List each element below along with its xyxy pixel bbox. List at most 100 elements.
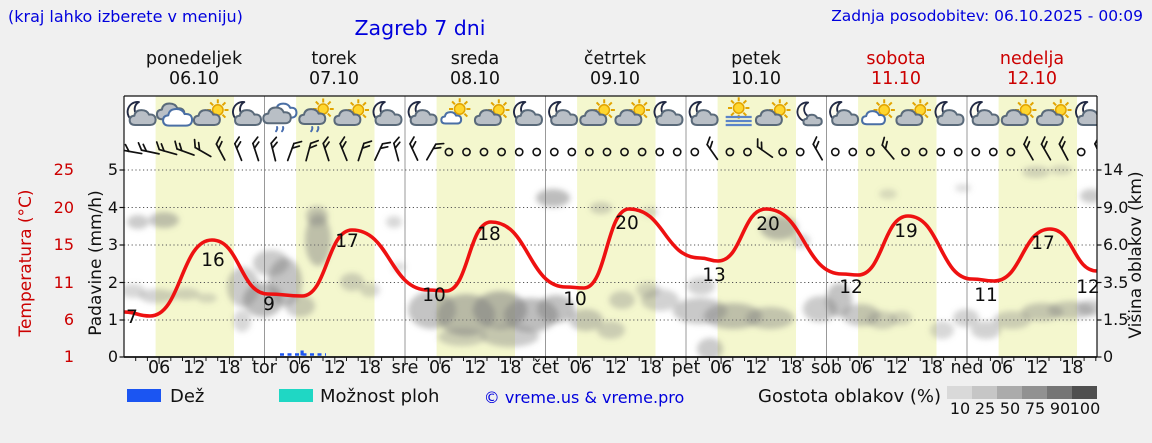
wind-calm-icon [532,147,542,157]
weather-icon-sun-cloud [473,99,510,126]
weather-icon-moon-cloud [969,101,1000,126]
showers-legend-label: Možnost ploh [320,386,440,407]
wind-barb-icon [233,136,243,162]
x-axis-label: 12 [885,358,908,378]
showers-legend-swatch [279,389,313,402]
wind-calm-icon [672,147,682,157]
weather-icon-moon-cloud [232,101,262,126]
wind-barb-icon [374,141,392,162]
cloud-tick: 1.5 [1103,310,1129,329]
day-date: 07.10 [308,68,360,89]
cloud-density-scale-value: 90 [1049,399,1071,418]
wind-calm-icon [620,147,629,157]
day-name: nedelja [999,49,1065,69]
temperature-value-label: 7 [126,307,138,328]
temperature-value-label: 20 [615,213,639,234]
weather-icon-sun-cloud [754,99,791,126]
day-name: petek [731,49,781,69]
day-header-fri: petek 10.10 [686,49,826,89]
copyright-link[interactable]: © vreme.us & vreme.pro [483,388,685,407]
day-date: 12.10 [1006,68,1058,89]
x-axis-label: 12 [745,358,768,378]
x-axis-label: 18 [780,358,803,378]
wind-calm-icon [637,147,647,157]
day-header-sun: nedelja 12.10 [962,49,1102,89]
wind-calm-icon [1076,147,1086,157]
cloud-tick: 3.5 [1103,272,1129,292]
wind-barb-icon [137,141,160,155]
weather-icon-sun-cloud [895,99,931,126]
wind-calm-icon [690,147,700,157]
x-axis-label: 12 [323,358,346,378]
day-date: 10.10 [730,68,782,89]
wind-calm-icon [830,147,840,157]
wind-barb-icon [425,142,445,161]
temp-tick: 25 [53,160,74,179]
wind-calm-icon [988,147,998,157]
weather-icon-sun-cloud [1000,99,1037,126]
cloud-density-scale-value: 25 [974,399,996,418]
weather-icon-moon-cloud [548,101,579,126]
precip-tick: 0 [107,347,118,366]
wind-calm-icon [848,147,858,157]
day-date: 11.10 [870,68,922,89]
x-axis-label: sob [811,358,842,378]
x-axis-label: 18 [639,358,663,378]
wind-calm-icon [778,147,787,157]
wind-barb-icon [215,136,226,161]
wind-calm-icon [1006,147,1016,157]
cloud-density-scale-value: 10 [949,399,971,418]
wind-barb-icon [305,139,320,162]
cloud-tick: 6.0 [1103,235,1129,254]
weather-icon-sun-cloud [1035,99,1072,126]
temperature-value-label: 11 [974,285,998,306]
page-title: Zagreb 7 dni [354,16,486,40]
x-axis-label: 18 [920,358,944,378]
wind-calm-icon [462,147,471,157]
cloud-tick: 0 [1103,347,1114,366]
day-name: četrtek [583,49,647,69]
weather-icon-moon-cloud [653,101,684,126]
precip-tick: 4 [107,197,118,217]
weather-icon-rain-cloud [262,102,298,133]
temperature-value-label: 19 [894,221,918,242]
wind-barb-icon [124,142,143,155]
precip-tick: 2 [107,272,118,292]
temperature-value-label: 13 [702,265,726,286]
day-date: 08.10 [449,68,501,89]
weather-icon-moon-cloud [126,101,157,126]
day-name: sobota [866,49,926,69]
day-name: torek [311,49,357,69]
wind-barb-icon [1058,136,1069,161]
x-axis-label: 12 [183,358,206,378]
cloud-density-scale-segment [1022,386,1047,399]
day-header-thu: četrtek 09.10 [545,49,685,89]
temp-tick: 20 [53,197,74,217]
temperature-value-label: 10 [563,289,587,310]
x-axis-label: 12 [1026,358,1049,378]
wind-calm-icon [497,147,506,157]
wind-calm-icon [743,147,752,157]
weather-icon-moon-cloud [372,101,403,126]
wind-calm-icon [655,147,665,157]
precip-axis-title: Padavine (mm/h) [86,190,106,336]
cloud-density-scale-segment [997,386,1022,399]
cloud-density-scale-segment [972,386,997,399]
wind-barb-icon [193,138,212,158]
cloud-density-scale-segment [1072,386,1097,399]
cloud-density-scale-segment [947,386,972,399]
temperature-value-label: 18 [477,224,501,245]
wind-barb-icon [155,141,178,156]
day-header-tue: torek 07.10 [264,49,404,89]
weather-icon-sun-cloud [192,99,229,126]
wind-calm-icon [602,147,612,157]
day-header-sat: sobota 11.10 [826,49,966,89]
x-axis-label: 06 [428,358,452,378]
x-axis-label: ned [950,358,984,378]
weather-icon-clouds [155,102,194,127]
wind-barb-icon [1040,136,1052,161]
temp-tick: 15 [53,235,74,254]
temp-tick: 6 [63,310,74,329]
wind-barb-icon [357,140,373,162]
